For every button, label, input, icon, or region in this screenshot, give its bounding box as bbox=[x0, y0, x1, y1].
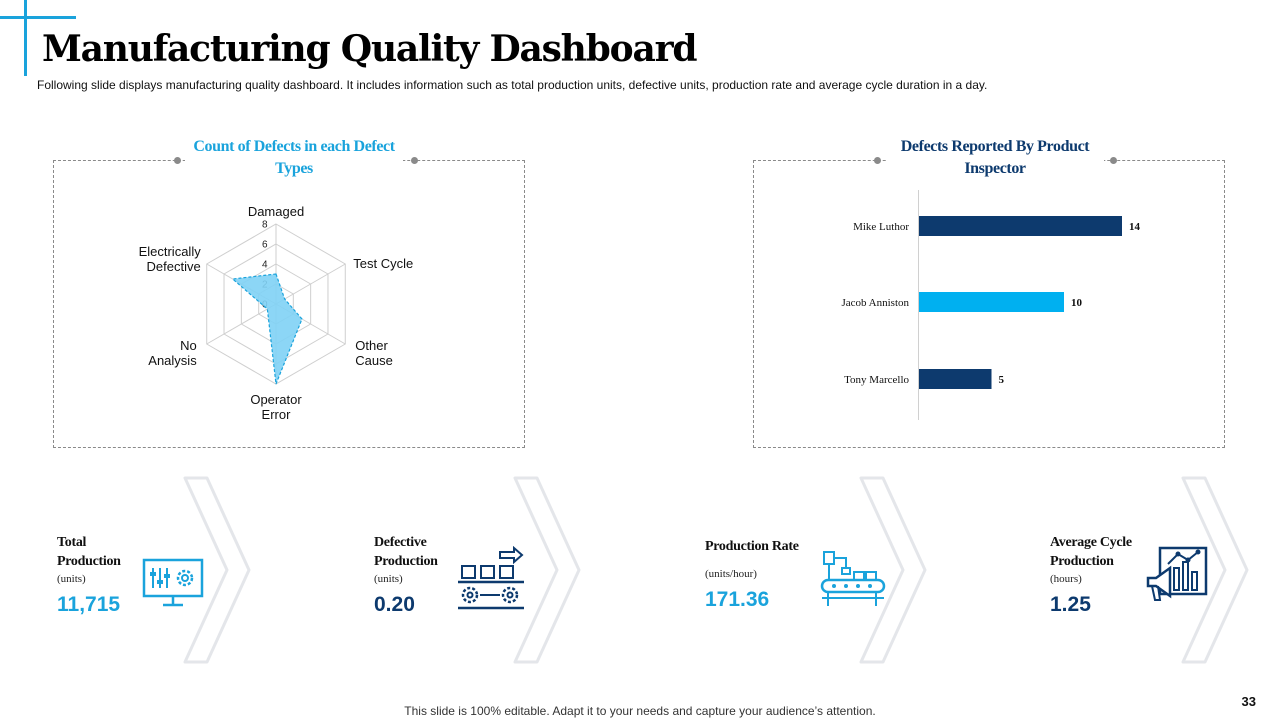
radar-tick-label: 6 bbox=[262, 240, 268, 251]
bar-category-label: Mike Luthor bbox=[853, 221, 909, 233]
kpi-production-rate-value: 171.36 bbox=[705, 588, 770, 611]
kpi-total-production-unit: (units) bbox=[57, 573, 86, 585]
conveyor-boxes-icon bbox=[458, 546, 524, 610]
kpi-production-rate-unit: (units/hour) bbox=[705, 568, 757, 580]
panel-connector-dot bbox=[874, 157, 881, 164]
radar-tick-label: 8 bbox=[262, 220, 268, 231]
inspector-bar-chart: Mike Luthor 14 Jacob Anniston 10 Tony Marcel… bbox=[841, 190, 1141, 420]
kpi-chevron-3 bbox=[859, 476, 927, 664]
radar-axis-label: No Analysis bbox=[148, 338, 197, 368]
page-number: 33 bbox=[1241, 694, 1256, 709]
kpi-average-cycle-value: 1.25 bbox=[1050, 593, 1091, 616]
panel-connector-dot bbox=[174, 157, 181, 164]
kpi-total-production-title: Total Production bbox=[57, 535, 121, 569]
radar-axis-label: Other Cause bbox=[355, 338, 393, 368]
radar-spoke bbox=[275, 263, 346, 305]
corner-accent-vertical bbox=[24, 0, 27, 76]
panel-connector-dot bbox=[411, 157, 418, 164]
inspector-bar bbox=[919, 292, 1064, 312]
inspector-bar bbox=[919, 369, 992, 389]
slide-footer-note: This slide is 100% editable. Adapt it to… bbox=[404, 704, 876, 718]
kpi-chevron-1 bbox=[183, 476, 251, 664]
kpi-chevron-4 bbox=[1181, 476, 1249, 664]
slide-title: Manufacturing Quality Dashboard bbox=[42, 28, 698, 70]
radar-spoke bbox=[206, 303, 277, 345]
radar-axis-label: Operator Error bbox=[250, 392, 302, 422]
panel-connector-dot bbox=[1110, 157, 1117, 164]
kpi-defective-production-value: 0.20 bbox=[374, 593, 415, 616]
kpi-average-cycle-unit: (hours) bbox=[1050, 573, 1082, 585]
slide-subtitle: Following slide displays manufacturing q… bbox=[37, 78, 988, 92]
radar-tick-label: 4 bbox=[262, 260, 268, 271]
kpi-chevron-2 bbox=[513, 476, 581, 664]
radar-axis-label: Damaged bbox=[248, 204, 304, 219]
kpi-average-cycle-title: Average Cycle Production bbox=[1050, 535, 1132, 569]
kpi-defective-production-title: Defective Production bbox=[374, 535, 438, 569]
bar-category-label: Jacob Anniston bbox=[841, 297, 909, 309]
radar-axis-label: Electrically Defective bbox=[139, 244, 202, 274]
megaphone-chart-icon bbox=[1146, 546, 1208, 601]
monitor-settings-icon bbox=[142, 558, 204, 607]
radar-axis-label: Test Cycle bbox=[353, 256, 413, 271]
corner-accent-horizontal bbox=[0, 16, 76, 19]
radar-series-area bbox=[231, 273, 303, 385]
bar-data-label: 14 bbox=[1129, 221, 1141, 233]
defect-types-chart-title: Count of Defects in each Defect Types bbox=[185, 136, 403, 180]
inspector-bar bbox=[919, 216, 1122, 236]
kpi-total-production-value: 11,715 bbox=[57, 593, 121, 616]
robotic-arm-icon bbox=[820, 551, 886, 606]
kpi-production-rate-title: Production Rate bbox=[705, 539, 799, 554]
inspector-chart-title: Defects Reported By Product Inspector bbox=[886, 136, 1104, 180]
kpi-defective-production-unit: (units) bbox=[374, 573, 403, 585]
bar-data-label: 5 bbox=[999, 374, 1005, 386]
bar-category-label: Tony Marcello bbox=[844, 374, 909, 386]
bar-data-label: 10 bbox=[1071, 297, 1083, 309]
